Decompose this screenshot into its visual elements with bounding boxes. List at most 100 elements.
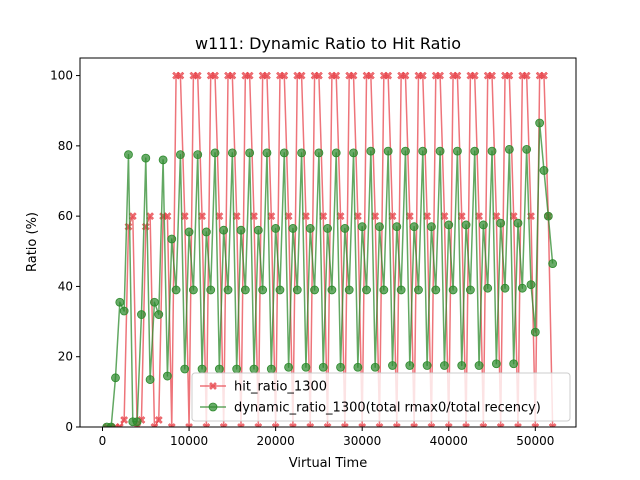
data-point [258,285,268,295]
data-point [180,212,189,221]
data-point [318,362,328,372]
data-point [444,423,453,427]
data-point [198,212,207,221]
data-point [120,416,129,424]
y-axis-label: Ratio (%) [25,212,40,272]
data-point [478,220,488,230]
data-point [483,283,493,293]
data-point [128,212,137,221]
data-point [465,285,475,295]
data-point [219,423,228,427]
axes-frame [79,57,577,428]
data-point [228,71,237,80]
data-point [409,222,419,232]
data-point [240,285,250,295]
data-point [336,362,345,372]
data-point [171,285,181,295]
x-tick-label: 20000 [257,434,295,448]
data-point [232,364,242,374]
data-point [250,212,258,221]
data-point [457,361,467,370]
data-point [245,148,255,158]
data-point [180,364,190,374]
data-point [371,212,380,221]
data-point [271,224,281,233]
data-point [427,222,436,232]
data-point [163,212,172,221]
data-point [236,225,246,235]
legend-marker [209,382,217,390]
data-point [422,361,432,370]
data-point [340,224,350,233]
chart-title: w111: Dynamic Ratio to Hit Ratio [195,34,461,53]
data-point [479,423,488,427]
data-point [418,146,428,156]
data-point [375,423,384,427]
data-point [353,212,362,221]
data-point [379,285,389,295]
y-tick-label: 80 [58,139,73,153]
series-dynamic_ratio_1300(total rmax0/total recency) [102,118,558,427]
data-point [548,259,558,268]
data-point [383,146,393,156]
data-point [470,146,480,156]
data-point [470,71,479,80]
legend-label: dynamic_ratio_1300(total rmax0/total rec… [234,401,541,416]
data-point [453,146,462,156]
data-point [487,146,497,156]
data-point [548,423,557,427]
data-point [448,285,458,295]
data-point [475,212,484,221]
data-point [201,227,211,237]
data-point [436,71,445,80]
plot-area [102,71,558,427]
data-point [119,306,129,316]
data-point [210,148,220,158]
data-point [431,285,441,295]
legend-marker [208,402,218,412]
data-point [358,423,367,427]
data-point [301,362,311,372]
x-tick-label: 10000 [170,434,208,448]
data-point [423,212,432,221]
data-point [514,423,522,427]
data-point [141,153,151,163]
data-point [336,212,345,221]
data-point [349,71,358,80]
data-point [253,225,263,235]
data-point [111,373,120,383]
data-point [405,361,415,370]
data-point [405,212,414,221]
data-point [401,146,410,156]
y-tick-label: 40 [58,279,73,293]
data-point [500,283,510,293]
data-point [353,362,363,372]
x-tick-label: 50000 [516,434,554,448]
data-point [444,220,454,230]
data-point [375,222,384,232]
data-point [146,212,155,221]
data-point [513,218,523,228]
data-point [214,364,224,374]
data-point [249,364,259,374]
data-point [323,224,332,233]
data-point [462,423,471,427]
data-point [453,71,462,80]
data-point [543,211,553,221]
data-point [167,234,177,244]
data-point [297,71,306,80]
legend-box [191,372,571,422]
data-point [496,218,506,228]
data-point [145,375,155,384]
data-point [301,212,310,221]
data-point [223,285,233,295]
data-point [284,362,294,372]
data-point [344,285,354,295]
legend: hit_ratio_1300 dynamic_ratio_1300(total r… [191,372,571,422]
data-point [392,222,402,232]
x-axis: 0 10000 20000 30000 40000 50000 [99,427,554,448]
data-point [163,371,172,381]
data-point [427,423,436,427]
data-point [288,423,297,427]
data-point [158,155,168,165]
